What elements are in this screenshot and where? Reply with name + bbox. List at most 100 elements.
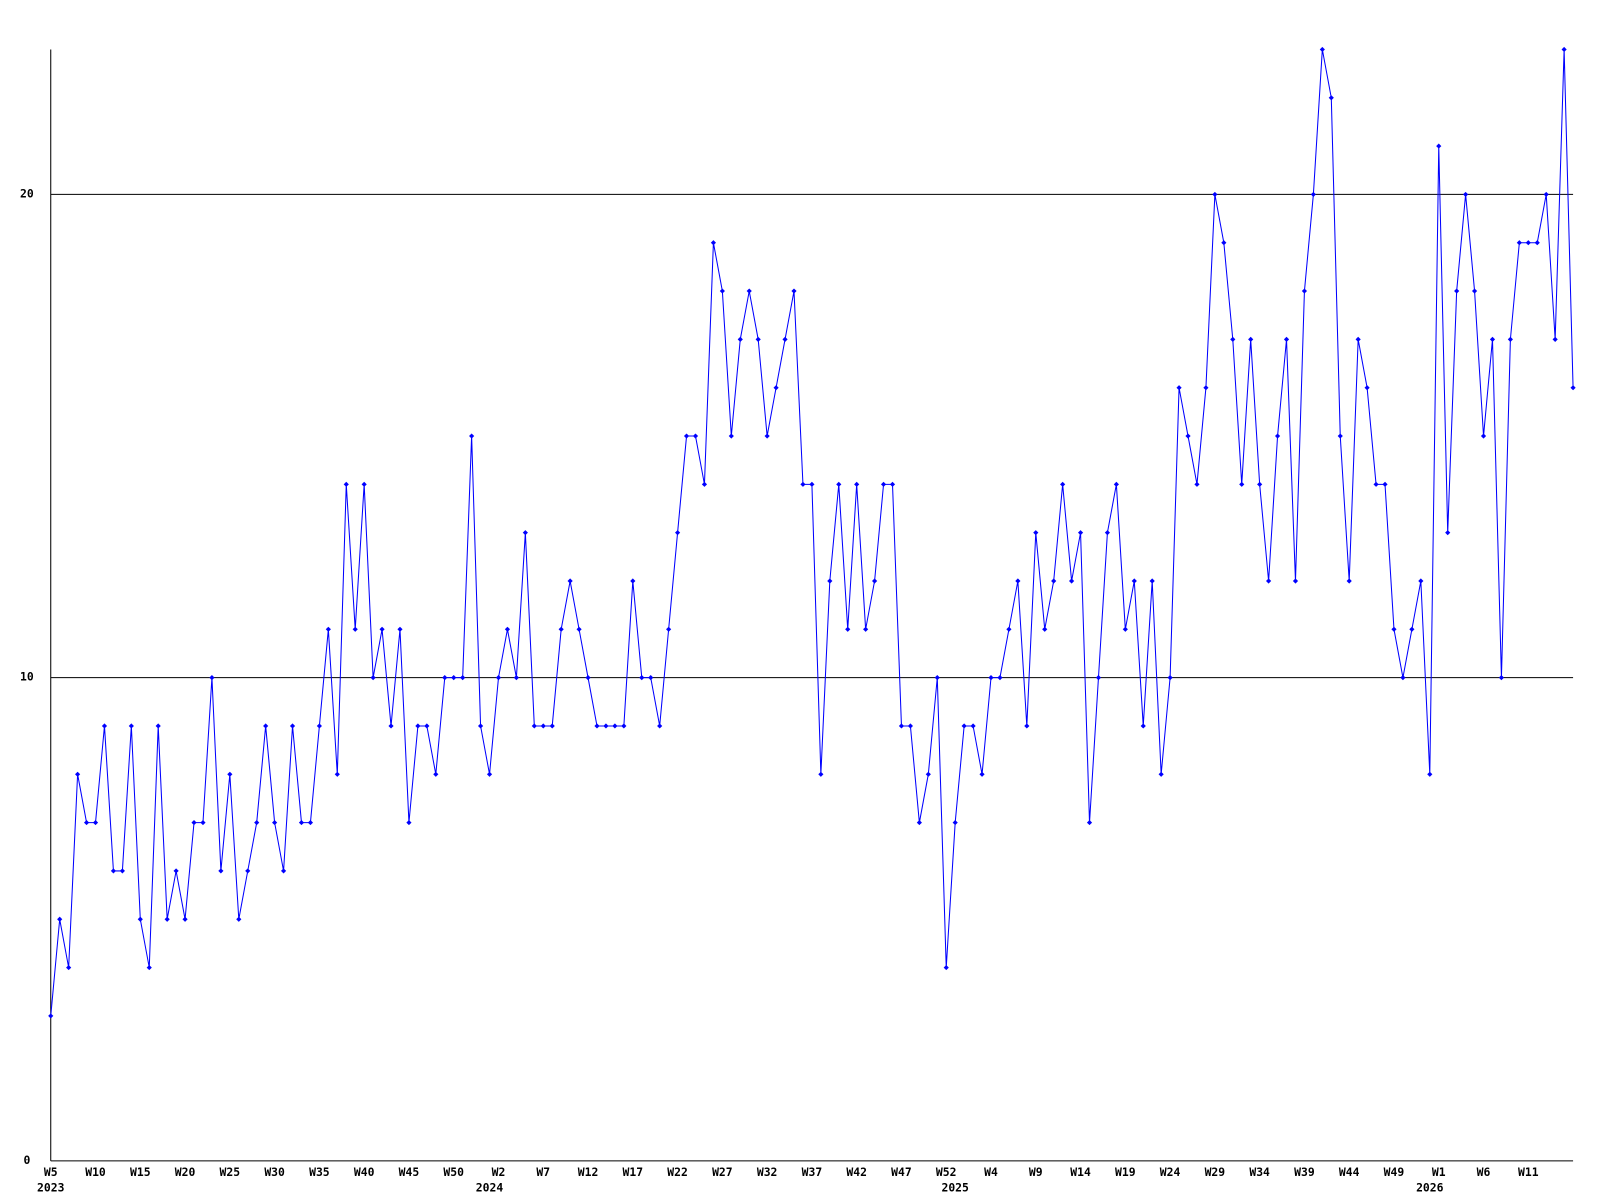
point bbox=[576, 626, 582, 632]
point bbox=[182, 916, 188, 922]
point bbox=[1337, 433, 1343, 439]
point bbox=[325, 626, 331, 632]
point bbox=[773, 385, 779, 391]
point bbox=[227, 771, 233, 777]
point bbox=[755, 336, 761, 342]
point bbox=[710, 240, 716, 246]
point bbox=[469, 433, 475, 439]
point bbox=[1489, 336, 1496, 342]
point bbox=[594, 723, 600, 729]
point bbox=[1274, 433, 1281, 439]
point bbox=[57, 916, 63, 922]
point bbox=[1382, 481, 1388, 487]
point bbox=[1006, 626, 1012, 632]
point bbox=[1552, 336, 1558, 342]
x-tick-label: W5 bbox=[44, 1165, 58, 1179]
point bbox=[1113, 481, 1119, 487]
point bbox=[146, 964, 152, 971]
point bbox=[1077, 530, 1084, 536]
point bbox=[603, 723, 609, 729]
point bbox=[549, 723, 555, 729]
x-tick-label: W47 bbox=[891, 1165, 912, 1179]
point bbox=[1373, 481, 1379, 487]
y-tick-label: 20 bbox=[20, 186, 34, 200]
x-tick-label: W11 bbox=[1518, 1165, 1539, 1179]
point bbox=[1543, 191, 1549, 197]
x-tick-label: W14 bbox=[1070, 1165, 1091, 1179]
point bbox=[1194, 481, 1200, 487]
point bbox=[701, 481, 708, 487]
point bbox=[307, 820, 314, 826]
point bbox=[1257, 481, 1263, 487]
point bbox=[164, 916, 170, 922]
x-tick-label: W29 bbox=[1205, 1165, 1226, 1179]
point bbox=[1221, 240, 1227, 246]
point bbox=[513, 675, 519, 681]
point bbox=[961, 723, 967, 729]
point bbox=[119, 868, 125, 874]
point bbox=[1167, 675, 1173, 681]
point bbox=[1015, 578, 1021, 584]
x-tick-label: W22 bbox=[667, 1165, 688, 1179]
x-tick-label: W1 bbox=[1432, 1165, 1446, 1179]
point bbox=[1364, 385, 1370, 391]
point bbox=[970, 723, 976, 729]
point bbox=[863, 626, 869, 632]
point bbox=[791, 288, 797, 294]
point bbox=[101, 723, 108, 729]
x-tick-label: W49 bbox=[1384, 1165, 1405, 1179]
point bbox=[477, 723, 484, 729]
point bbox=[415, 723, 421, 729]
point bbox=[827, 578, 833, 584]
x-tick-label: W44 bbox=[1339, 1165, 1360, 1179]
point bbox=[567, 578, 573, 584]
y-tick-label: 10 bbox=[20, 670, 34, 684]
point bbox=[764, 433, 770, 439]
point bbox=[433, 771, 439, 777]
year-label: 2026 bbox=[1416, 1181, 1444, 1195]
point bbox=[1409, 626, 1415, 632]
x-tick-label: W20 bbox=[175, 1165, 196, 1179]
point bbox=[451, 675, 457, 681]
year-label: 2025 bbox=[941, 1181, 969, 1195]
point bbox=[1463, 191, 1469, 197]
point bbox=[800, 481, 806, 487]
point bbox=[854, 481, 860, 487]
point bbox=[1024, 723, 1030, 729]
point bbox=[1292, 578, 1299, 584]
x-tick-label: W6 bbox=[1477, 1165, 1491, 1179]
point bbox=[674, 530, 681, 536]
y-tick-label: 0 bbox=[23, 1153, 30, 1167]
point bbox=[1266, 578, 1272, 584]
point bbox=[1525, 240, 1531, 246]
point bbox=[191, 820, 197, 826]
x-tick-label: W52 bbox=[936, 1165, 957, 1179]
point bbox=[48, 1013, 54, 1019]
point bbox=[1498, 675, 1505, 681]
point bbox=[683, 433, 690, 439]
point bbox=[1319, 46, 1325, 53]
point bbox=[298, 820, 305, 826]
point bbox=[1060, 481, 1066, 487]
point bbox=[155, 723, 161, 729]
x-tick-label: W7 bbox=[536, 1165, 550, 1179]
point bbox=[880, 481, 887, 487]
x-tick-label: W24 bbox=[1160, 1165, 1181, 1179]
x-tick-label: W40 bbox=[354, 1165, 375, 1179]
point bbox=[943, 964, 949, 971]
point bbox=[1239, 481, 1245, 487]
point bbox=[66, 964, 72, 971]
point bbox=[898, 723, 905, 729]
point bbox=[1400, 675, 1406, 681]
point bbox=[1033, 530, 1039, 536]
point bbox=[173, 868, 179, 874]
point bbox=[1149, 578, 1155, 584]
point bbox=[666, 626, 672, 632]
point bbox=[361, 481, 367, 487]
point bbox=[1122, 626, 1128, 632]
x-tick-label: W42 bbox=[846, 1165, 867, 1179]
point bbox=[558, 626, 564, 632]
point bbox=[531, 723, 537, 729]
point bbox=[1104, 530, 1111, 536]
